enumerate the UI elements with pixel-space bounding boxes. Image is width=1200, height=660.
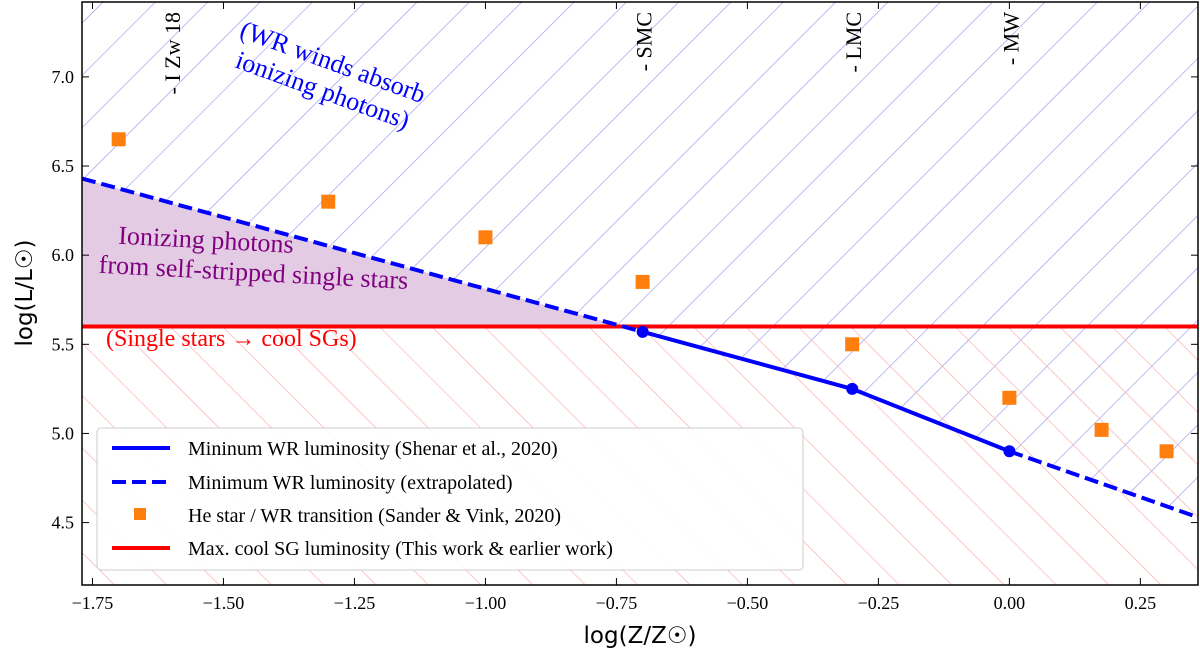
y-tick-label: 5.0 <box>52 423 75 443</box>
x-tick-label: 0.25 <box>1125 593 1157 613</box>
wr-extrapolated-line-0 <box>82 176 644 334</box>
he-star-transition-point <box>1094 422 1109 437</box>
he-star-transition-point <box>478 230 493 245</box>
wr-shenar-point <box>1003 445 1016 458</box>
y-tick-label: 5.5 <box>52 334 75 354</box>
legend-label-extrapolated: Minimum WR luminosity (extrapolated) <box>188 472 513 494</box>
wr-shenar-point <box>846 382 859 395</box>
x-tick-label: −0.50 <box>727 593 769 613</box>
ticks: −1.75 −1.50 −1.25 −1.00 −0.75 −0.50 −0.25 0.00 0… <box>52 2 1198 613</box>
galaxy-label: - SMC <box>632 12 657 71</box>
legend-label-shenar: Mininum WR luminosity (Shenar et al., 20… <box>188 438 558 460</box>
he-star-transition-point <box>1159 444 1174 459</box>
legend: Mininum WR luminosity (Shenar et al., 20… <box>96 427 804 571</box>
y-tick-label: 4.5 <box>52 513 75 533</box>
x-tick-label: −0.25 <box>858 593 900 613</box>
galaxy-label: - LMC <box>841 12 866 73</box>
x-axis-label: log(Z/Z☉) <box>584 623 697 649</box>
he-star-transition-point <box>111 132 126 147</box>
x-tick-label: −0.75 <box>596 593 638 613</box>
he-star-transition-point <box>321 194 336 209</box>
y-axis-label: log(L/L☉) <box>12 239 38 346</box>
wr-extrapolated-line-1 <box>1008 449 1198 520</box>
x-tick-label: −1.75 <box>72 593 114 613</box>
y-tick-label: 7.0 <box>52 67 75 87</box>
he-star-transition-point <box>1002 390 1017 405</box>
galaxy-label: - MW <box>998 12 1023 65</box>
y-tick-label: 6.5 <box>52 156 75 176</box>
wr-shenar-point <box>636 325 649 338</box>
legend-label-cool-sg: Max. cool SG luminosity (This work & ear… <box>188 538 613 560</box>
he-star-transition-point <box>845 337 860 352</box>
galaxy-label: - I Zw 18 <box>160 12 185 94</box>
x-tick-label: −1.50 <box>203 593 245 613</box>
plot-frame <box>81 1 1199 586</box>
he-star-transition-point <box>635 274 650 289</box>
x-tick-label: −1.25 <box>334 593 376 613</box>
legend-orange-square <box>134 508 146 520</box>
x-tick-label: 0.00 <box>994 593 1026 613</box>
x-tick-label: −1.00 <box>465 593 507 613</box>
single-stars-annotation: (Single stars → cool SGs) <box>106 326 357 352</box>
y-tick-label: 6.0 <box>52 245 75 265</box>
legend-label-sander-vink: He star / WR transition (Sander & Vink, … <box>188 505 561 527</box>
